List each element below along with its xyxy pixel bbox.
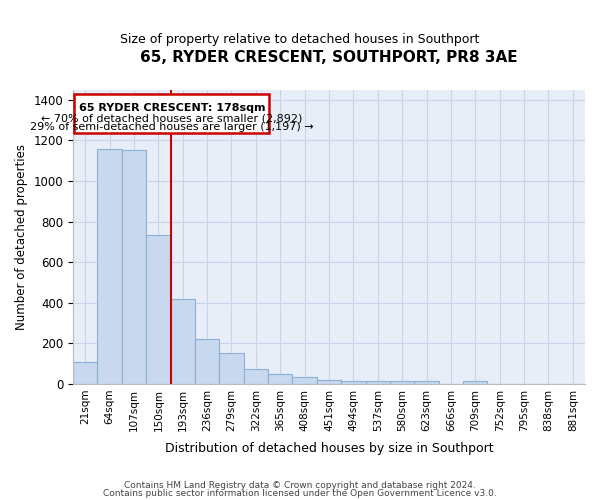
Y-axis label: Number of detached properties: Number of detached properties (15, 144, 28, 330)
Bar (97, 148, 122, 384)
Text: Contains public sector information licensed under the Open Government Licence v3: Contains public sector information licen… (103, 488, 497, 498)
Bar (122, 150, 146, 384)
Text: ← 70% of detached houses are smaller (2,892): ← 70% of detached houses are smaller (2,… (41, 113, 302, 123)
Bar (73, 362, 97, 384)
Text: 29% of semi-detached houses are larger (1,197) →: 29% of semi-detached houses are larger (… (30, 122, 314, 132)
Bar (415, 381, 439, 384)
Text: 65 RYDER CRESCENT: 178sqm: 65 RYDER CRESCENT: 178sqm (79, 103, 265, 113)
Bar (365, 381, 390, 384)
Text: Size of property relative to detached houses in Southport: Size of property relative to detached ho… (121, 32, 479, 46)
Bar (146, 235, 170, 384)
Bar (463, 381, 487, 384)
Text: Contains HM Land Registry data © Crown copyright and database right 2024.: Contains HM Land Registry data © Crown c… (124, 481, 476, 490)
FancyBboxPatch shape (74, 94, 269, 134)
Bar (244, 368, 268, 384)
Bar (390, 381, 415, 384)
Title: 65, RYDER CRESCENT, SOUTHPORT, PR8 3AE: 65, RYDER CRESCENT, SOUTHPORT, PR8 3AE (140, 50, 518, 65)
X-axis label: Distribution of detached houses by size in Southport: Distribution of detached houses by size … (165, 442, 493, 455)
Bar (341, 381, 365, 384)
Bar (268, 374, 292, 384)
Bar (195, 340, 220, 384)
Bar (170, 298, 195, 384)
Bar (220, 354, 244, 384)
Bar (317, 380, 341, 384)
Bar (292, 377, 317, 384)
